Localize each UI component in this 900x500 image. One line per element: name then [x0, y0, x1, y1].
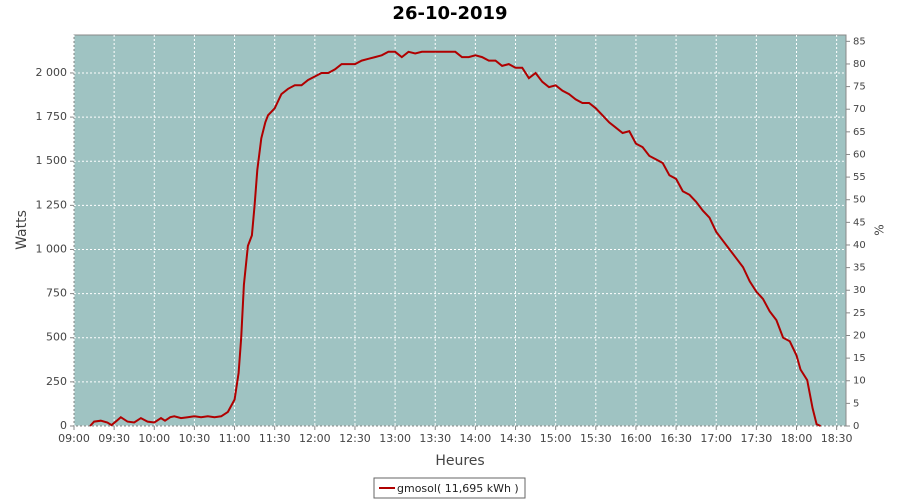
- x-tick-label: 12:00: [299, 432, 331, 445]
- plot-area: [73, 34, 847, 427]
- x-tick-label: 16:00: [620, 432, 652, 445]
- y2-tick-label: 35: [853, 263, 866, 274]
- y2-axis-label: %: [873, 224, 887, 235]
- x-tick-label: 18:00: [781, 432, 813, 445]
- x-tick-label: 11:00: [219, 432, 251, 445]
- y2-tick-label: 65: [853, 127, 866, 138]
- y2-tick-label: 0: [853, 421, 859, 432]
- y2-tick-label: 85: [853, 36, 866, 47]
- y2-tick-label: 25: [853, 308, 866, 319]
- legend-label: gmosol( 11,695 kWh ): [397, 482, 519, 495]
- x-tick-label: 15:00: [540, 432, 572, 445]
- x-tick-label: 13:00: [379, 432, 411, 445]
- y2-tick-label: 45: [853, 217, 866, 228]
- y-tick-label: 1 250: [36, 198, 68, 211]
- data-line: [89, 50, 822, 427]
- y-tick-label: 1 750: [36, 110, 68, 123]
- y-axis-label: Watts: [14, 210, 30, 250]
- chart-title: 26-10-2019: [392, 3, 507, 24]
- y-tick-label: 250: [46, 375, 67, 388]
- y2-tick-label: 15: [853, 353, 866, 364]
- x-tick-label: 12:30: [339, 432, 371, 445]
- y2-tick-label: 10: [853, 376, 866, 387]
- y2-tick-label: 5: [853, 398, 859, 409]
- y2-tick-label: 20: [853, 330, 866, 341]
- y-tick-label: 1 000: [36, 242, 68, 255]
- y-tick-label: 1 500: [36, 154, 68, 167]
- y2-tick-label: 75: [853, 82, 866, 93]
- y2-tick-label: 40: [853, 240, 866, 251]
- x-tick-label: 14:00: [460, 432, 492, 445]
- x-tick-label: 16:30: [660, 432, 692, 445]
- x-tick-label: 09:00: [58, 432, 90, 445]
- y2-tick-label: 80: [853, 59, 866, 70]
- y-tick-label: 2 000: [36, 66, 68, 79]
- x-tick-label: 15:30: [580, 432, 612, 445]
- y-tick-label: 0: [60, 419, 67, 432]
- x-tick-label: 17:30: [741, 432, 773, 445]
- y2-tick-label: 70: [853, 104, 866, 115]
- x-tick-label: 14:30: [500, 432, 532, 445]
- x-tick-label: 18:30: [821, 432, 853, 445]
- y2-tick-label: 50: [853, 195, 866, 206]
- x-tick-label: 10:30: [179, 432, 211, 445]
- legend-box: [373, 477, 526, 499]
- y-tick-label: 750: [46, 287, 67, 300]
- y2-tick-label: 55: [853, 172, 866, 183]
- y2-tick-label: 60: [853, 149, 866, 160]
- x-tick-label: 09:30: [98, 432, 130, 445]
- y2-tick-label: 30: [853, 285, 866, 296]
- y-tick-label: 500: [46, 331, 67, 344]
- x-tick-label: 11:30: [259, 432, 291, 445]
- x-tick-label: 10:00: [138, 432, 170, 445]
- x-tick-label: 13:30: [419, 432, 451, 445]
- x-tick-label: 17:00: [700, 432, 732, 445]
- x-axis-label: Heures: [435, 453, 484, 469]
